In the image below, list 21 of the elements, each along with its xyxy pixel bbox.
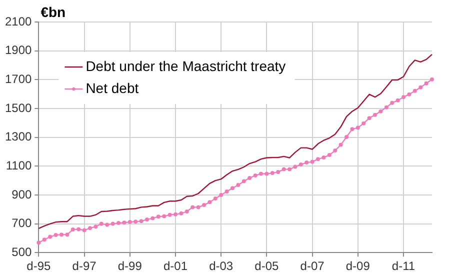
x-tick-label: d-97 bbox=[72, 259, 97, 274]
x-tick-label: d-03 bbox=[209, 259, 234, 274]
y-tick-label: 1900 bbox=[4, 43, 32, 58]
x-tick-label: d-09 bbox=[346, 259, 370, 274]
x-tick-label: d-01 bbox=[163, 259, 188, 274]
legend-label: Net debt bbox=[86, 80, 139, 96]
y-tick-label: 1300 bbox=[4, 130, 32, 144]
x-tick-label: d-05 bbox=[254, 259, 280, 274]
x-tick-label: d-95 bbox=[26, 259, 52, 274]
x-tick-label: d-11 bbox=[392, 259, 416, 274]
y-axis-title: €bn bbox=[40, 4, 66, 20]
y-tick-label: 500 bbox=[12, 244, 32, 259]
y-tick-label: 1700 bbox=[4, 72, 32, 86]
y-tick-label: 900 bbox=[12, 187, 32, 202]
x-tick-label: d-99 bbox=[118, 259, 142, 274]
y-tick-label: 700 bbox=[12, 216, 32, 230]
y-tick-label: 2100 bbox=[4, 14, 32, 28]
y-tick-label: 1500 bbox=[4, 100, 32, 115]
y-tick-label: 1100 bbox=[6, 158, 32, 172]
x-tick-label: d-07 bbox=[300, 259, 325, 274]
legend-label: Debt under the Maastricht treaty bbox=[86, 58, 286, 74]
